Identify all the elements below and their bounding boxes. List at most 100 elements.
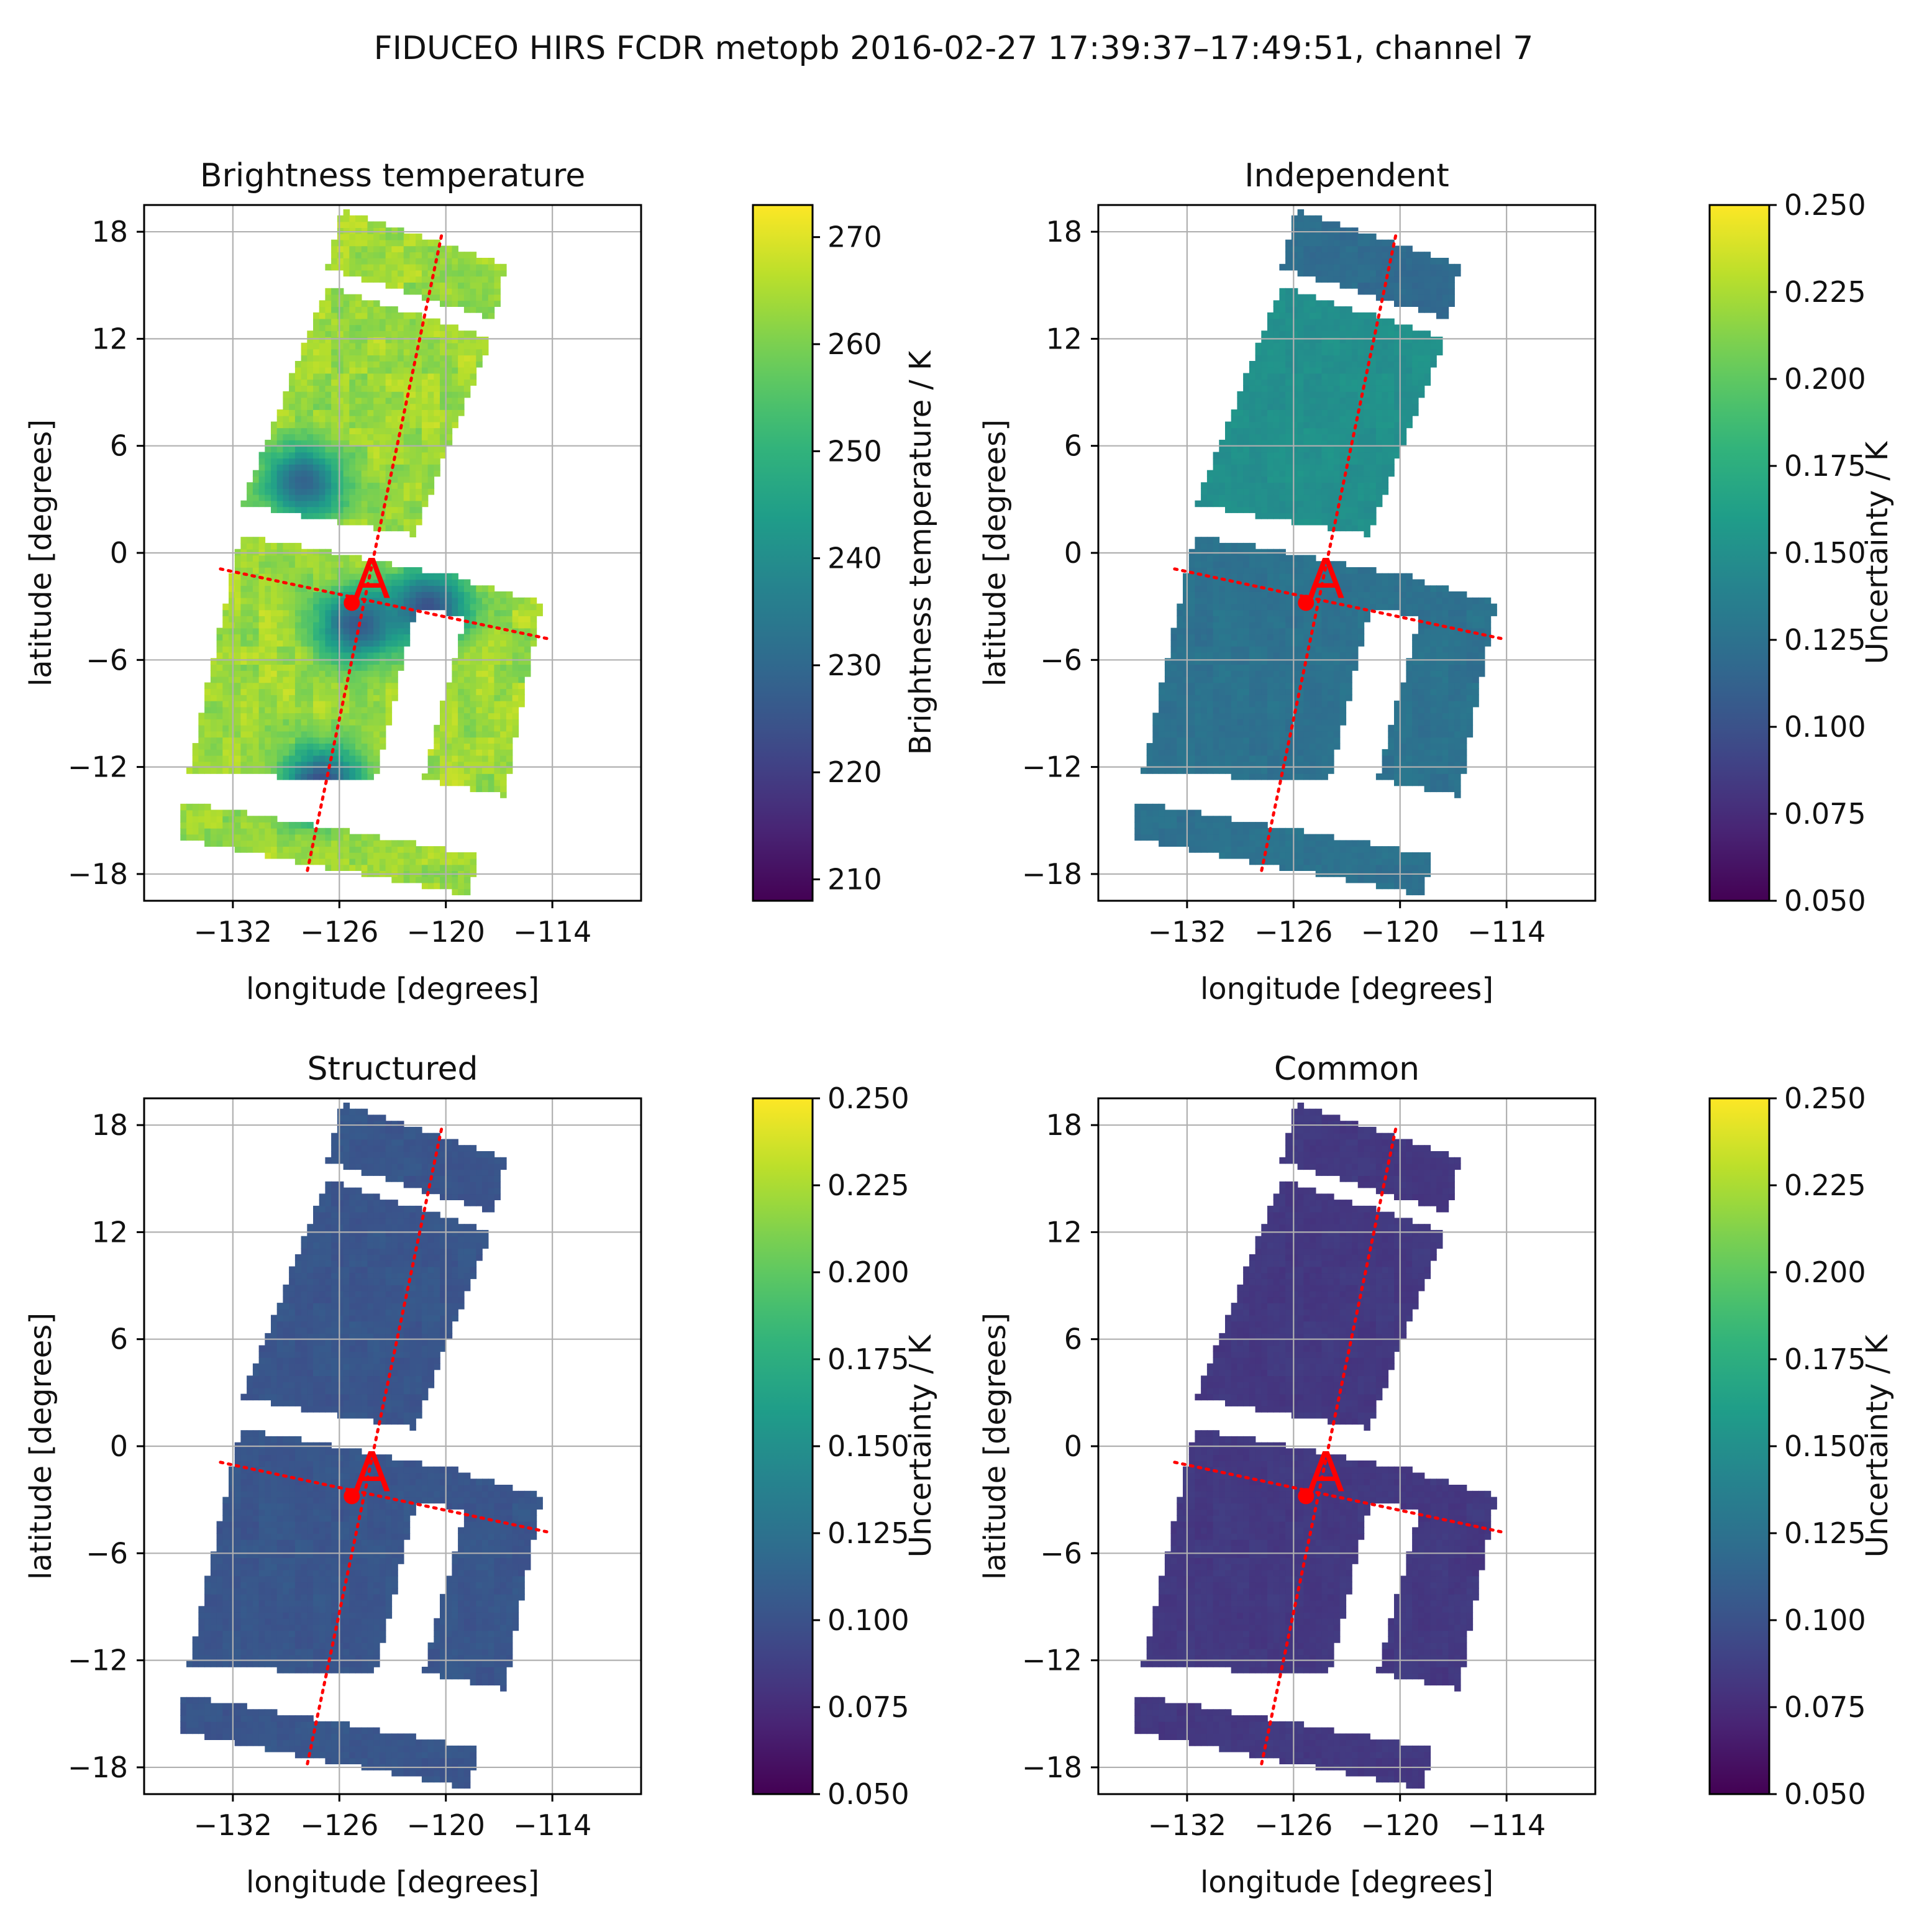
swath-heatmap	[1134, 1102, 1497, 1789]
y-tick-label: −12	[1022, 1644, 1082, 1677]
y-tick-label: −6	[86, 1536, 128, 1570]
y-tick-label: −6	[86, 643, 128, 677]
colorbar: 210 220 230 240 250 260 270 Brightness temperat…	[752, 204, 938, 902]
colorbar-tick-label: 0.075	[827, 1690, 909, 1724]
y-tick-label: −18	[68, 857, 128, 891]
y-tick-label: −12	[68, 750, 128, 784]
y-tick-label: 6	[1064, 429, 1082, 463]
x-tick-label: −120	[407, 1808, 485, 1842]
panel-title: Brightness temperature	[200, 157, 585, 194]
plot-area: A	[144, 1098, 641, 1794]
colorbar-tick-label: 0.125	[1784, 623, 1866, 657]
colorbar-tick-label: 210	[827, 863, 882, 896]
grid	[1098, 205, 1595, 901]
cross-section-line	[306, 230, 444, 872]
colorbar-tick-label: 270	[827, 221, 882, 254]
x-tick-label: −126	[1254, 1808, 1333, 1842]
colorbar-tick-label: 0.200	[1784, 1255, 1866, 1289]
panel-title: Structured	[308, 1050, 478, 1088]
colorbar-tick-label: 0.100	[1784, 1603, 1866, 1637]
marker-label: A	[353, 1440, 390, 1504]
colorbar-label: Uncertainty / K	[1860, 440, 1895, 664]
y-tick-label: 18	[1046, 215, 1082, 248]
cross-section-line	[1173, 567, 1503, 640]
colorbar-tick-label: 240	[827, 542, 882, 575]
colorbar: 0.050 0.075 0.100 0.125 0.150 0.175 0.200 0.225…	[1708, 188, 1895, 918]
colorbar-gradient	[1710, 1098, 1769, 1794]
plot-area: A	[144, 205, 641, 901]
x-tick-label: −114	[1467, 1808, 1546, 1842]
colorbar: 0.050 0.075 0.100 0.125 0.150 0.175 0.200 0.225…	[752, 1082, 938, 1811]
y-tick-label: 0	[1064, 536, 1082, 570]
marker-label: A	[1307, 1440, 1344, 1504]
colorbar-tick-label: 0.150	[827, 1429, 909, 1463]
marker-label: A	[1307, 547, 1344, 611]
y-tick-label: 12	[1046, 322, 1082, 355]
y-tick-label: 0	[110, 1429, 128, 1463]
x-tick-label: −114	[513, 1808, 591, 1842]
y-axis-label: latitude [degrees]	[24, 1313, 58, 1580]
y-tick-label: 18	[91, 1108, 128, 1142]
cross-section-line	[219, 567, 549, 640]
x-tick-label: −114	[513, 915, 591, 949]
y-tick-label: 0	[1064, 1429, 1082, 1463]
y-tick-label: −12	[68, 1644, 128, 1677]
colorbar-tick-label: 0.225	[1784, 1169, 1866, 1202]
colorbar-tick-label: 0.075	[1784, 797, 1866, 831]
colorbar-label: Uncertainty / K	[903, 1334, 938, 1557]
cross-section-line	[306, 1123, 444, 1766]
marker-point	[1298, 595, 1315, 611]
y-tick-label: −6	[1040, 1536, 1082, 1570]
marker-point	[344, 1488, 360, 1505]
colorbar-tick-label: 250	[827, 434, 882, 468]
y-tick-label: 6	[110, 429, 128, 463]
colorbar-tick-label: 0.050	[827, 1777, 909, 1811]
colorbar: 0.050 0.075 0.100 0.125 0.150 0.175 0.200 0.225…	[1708, 1082, 1895, 1811]
colorbar-tick-label: 0.050	[1784, 1777, 1866, 1811]
colorbar-tick-label: 230	[827, 649, 882, 682]
colorbar-label: Brightness temperature / K	[903, 350, 938, 755]
figure-title: FIDUCEO HIRS FCDR metopb 2016-02-27 17:3…	[374, 30, 1534, 67]
y-tick-label: −12	[1022, 750, 1082, 784]
colorbar-tick-label: 220	[827, 755, 882, 789]
plot-area: A	[1098, 1098, 1595, 1794]
colorbar-tick-label: 0.175	[1784, 449, 1866, 483]
y-tick-label: 6	[1064, 1323, 1082, 1356]
cross-section-line	[1173, 1461, 1503, 1534]
colorbar-gradient	[753, 205, 813, 901]
y-tick-label: −6	[1040, 643, 1082, 677]
cross-section-line	[219, 1461, 549, 1534]
swath-heatmap	[180, 209, 543, 896]
colorbar-gradient	[1710, 205, 1769, 901]
cross-section-line	[1260, 1123, 1398, 1766]
colorbar-tick-label: 0.200	[1784, 362, 1866, 396]
colorbar-tick-label: 0.075	[1784, 1690, 1866, 1724]
marker-label: A	[353, 547, 390, 611]
colorbar-tick-label: 0.225	[827, 1169, 909, 1202]
y-axis-label: latitude [degrees]	[978, 1313, 1013, 1580]
x-tick-label: −132	[1148, 915, 1226, 949]
panel-structured: Structured A −132 −126 −120 −114 18 12 6 0 −6 −12 −1…	[24, 1050, 938, 1900]
y-tick-label: 18	[91, 215, 128, 248]
panel-common: Common A −132 −126 −120 −114 18 12 6 0 −6 −12 −18 lon…	[978, 1050, 1895, 1900]
marker-point	[1298, 1488, 1315, 1505]
x-axis-label: longitude [degrees]	[1200, 972, 1493, 1006]
y-axis-label: latitude [degrees]	[978, 419, 1013, 686]
y-tick-label: 12	[91, 322, 128, 355]
colorbar-gradient	[753, 1098, 813, 1794]
colorbar-label: Uncertainty / K	[1860, 1334, 1895, 1557]
x-tick-label: −126	[300, 915, 378, 949]
x-tick-label: −132	[194, 915, 272, 949]
y-tick-label: 6	[110, 1323, 128, 1356]
colorbar-tick-label: 0.175	[1784, 1342, 1866, 1376]
x-tick-label: −120	[1361, 915, 1439, 949]
x-axis-label: longitude [degrees]	[1200, 1865, 1493, 1900]
colorbar-tick-label: 0.250	[827, 1082, 909, 1115]
colorbar-frame	[752, 204, 814, 902]
swath-heatmap	[1134, 209, 1497, 896]
y-tick-label: −18	[1022, 857, 1082, 891]
x-tick-label: −120	[1361, 1808, 1439, 1842]
x-axis-label: longitude [degrees]	[246, 1865, 539, 1900]
colorbar-tick-label: 0.050	[1784, 884, 1866, 918]
